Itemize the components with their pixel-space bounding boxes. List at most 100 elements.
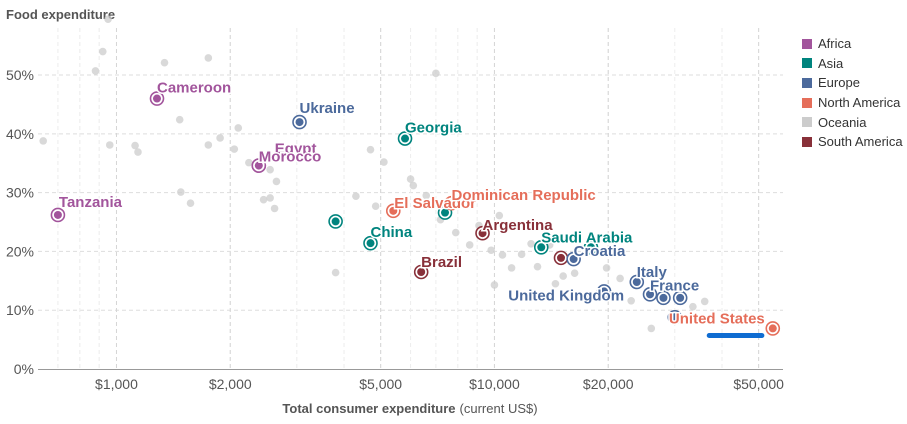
legend-item-oceania[interactable]: Oceania: [802, 112, 903, 132]
background-point: [105, 141, 114, 149]
legend-item-europe[interactable]: Europe: [802, 73, 903, 93]
y-tick-label: 30%: [6, 185, 34, 201]
background-point: [585, 291, 593, 300]
data-point-united-kingdom[interactable]: [596, 284, 612, 299]
background-point: [234, 124, 243, 132]
x-tick-label: $50,000: [733, 376, 784, 392]
x-tick-label: $1,000: [95, 376, 138, 392]
data-point-croatia[interactable]: [566, 251, 581, 267]
data-point-united-states[interactable]: [765, 321, 781, 336]
data-point[interactable]: [667, 309, 683, 325]
background-point: [409, 181, 418, 190]
point-dot: [53, 210, 62, 219]
legend-swatch: [802, 58, 812, 69]
y-tick-label: 10%: [6, 302, 34, 318]
point-dot: [401, 134, 410, 143]
data-point[interactable]: [672, 290, 688, 306]
background-point: [131, 141, 139, 150]
point-dot: [478, 229, 487, 238]
legend-item-north-america[interactable]: North America: [802, 93, 903, 113]
data-point-georgia[interactable]: [397, 131, 413, 146]
background-point: [498, 251, 507, 259]
point-dot: [331, 217, 340, 226]
data-point[interactable]: [583, 239, 599, 255]
legend-label: Africa: [818, 36, 852, 52]
background-point: [272, 177, 281, 186]
highlighted-points[interactable]: [50, 91, 781, 336]
background-point: [134, 148, 142, 156]
data-point-italy[interactable]: [629, 274, 645, 290]
data-point-ukraine[interactable]: [292, 114, 307, 130]
background-point: [175, 115, 184, 124]
data-point-el-salvador[interactable]: [385, 203, 401, 219]
point-dot: [537, 243, 546, 252]
point-label-united-kingdom: United Kingdom: [508, 287, 624, 304]
data-point-morocco[interactable]: [251, 158, 267, 173]
data-point-france[interactable]: [642, 287, 658, 302]
x-tick-label: $10,000: [469, 376, 520, 392]
point-dot: [676, 293, 685, 302]
point-dot: [152, 94, 161, 103]
background-point: [160, 58, 169, 67]
background-point: [559, 272, 567, 280]
background-point: [259, 195, 268, 204]
data-point-china[interactable]: [363, 235, 378, 251]
point-dot: [632, 277, 641, 286]
y-tick-label: 20%: [6, 243, 34, 259]
point-dot: [646, 290, 655, 299]
legend-swatch: [802, 117, 812, 128]
data-point-brazil[interactable]: [413, 264, 429, 280]
background-point: [177, 188, 185, 196]
y-axis-title: Food expenditure: [6, 7, 115, 22]
data-point-saudi-arabia[interactable]: [533, 239, 549, 255]
point-dot: [586, 243, 595, 252]
legend-label: North America: [818, 95, 901, 111]
point-dot: [254, 161, 263, 170]
background-point: [186, 199, 195, 208]
legend-item-africa[interactable]: Africa: [802, 34, 903, 54]
background-point: [204, 54, 213, 62]
background-point: [380, 158, 388, 166]
data-point-tanzania[interactable]: [50, 207, 66, 223]
background-point: [266, 194, 274, 202]
data-point-cameroon[interactable]: [149, 91, 165, 106]
point-dot: [441, 208, 450, 217]
background-point: [432, 69, 440, 78]
background-point: [422, 191, 431, 200]
background-point: [627, 297, 635, 305]
background-point: [570, 269, 579, 277]
y-axis-ticks: 0% 10% 20% 30% 40% 50%: [6, 67, 34, 377]
background-point: [366, 145, 375, 154]
background-point: [216, 134, 224, 142]
background-point: [352, 192, 360, 200]
data-point[interactable]: [328, 214, 343, 229]
data-point-argentina[interactable]: [475, 225, 490, 241]
point-dot: [366, 239, 375, 248]
point-dot: [600, 287, 609, 296]
background-point: [551, 279, 560, 288]
background-point: [266, 165, 274, 174]
background-point: [270, 204, 279, 213]
background-point: [490, 281, 499, 289]
background-point: [371, 202, 380, 210]
legend-label: Europe: [818, 75, 860, 91]
legend-label: Oceania: [818, 114, 867, 130]
data-point[interactable]: [656, 290, 671, 306]
point-label-el-salvador: El Salvador: [394, 195, 476, 212]
background-point: [527, 239, 535, 248]
point-dot: [659, 293, 668, 302]
legend-swatch: [802, 97, 812, 108]
legend-item-asia[interactable]: Asia: [802, 54, 903, 74]
legend: Africa Asia Europe North America Oceania Sout…: [802, 34, 903, 152]
background-point: [616, 274, 624, 283]
point-label-brazil: Brazil: [421, 254, 462, 271]
legend-item-south-america[interactable]: South America: [802, 132, 903, 152]
data-point-dominican-republic[interactable]: [444, 195, 459, 211]
point-label-united-states: United States: [669, 310, 765, 327]
data-point[interactable]: [553, 250, 569, 266]
x-tick-label: $20,000: [583, 376, 634, 392]
point-dot: [768, 324, 777, 333]
background-point: [98, 47, 107, 56]
